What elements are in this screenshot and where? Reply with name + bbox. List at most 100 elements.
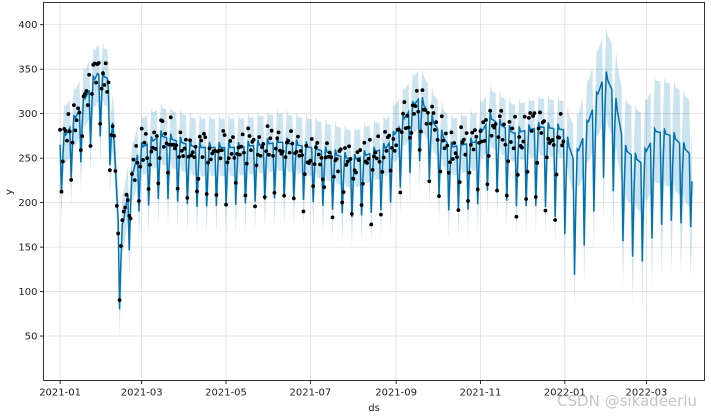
observed-point bbox=[533, 195, 538, 199]
observed-point bbox=[94, 80, 98, 85]
observed-point bbox=[163, 131, 168, 136]
observed-point bbox=[381, 155, 386, 160]
observed-point bbox=[107, 168, 112, 172]
observed-point bbox=[156, 181, 161, 186]
observed-point bbox=[239, 144, 244, 149]
observed-point bbox=[399, 130, 404, 135]
observed-point bbox=[468, 142, 473, 147]
observed-point bbox=[427, 179, 432, 184]
observed-point bbox=[85, 103, 90, 107]
y-tick-label: 400 bbox=[18, 20, 37, 31]
observed-point bbox=[343, 146, 347, 150]
observed-point bbox=[493, 122, 498, 126]
y-tick-label: 50 bbox=[25, 332, 38, 343]
observed-point bbox=[262, 195, 267, 200]
observed-point bbox=[232, 155, 237, 160]
observed-point bbox=[103, 61, 108, 66]
observed-point bbox=[380, 169, 385, 174]
observed-point bbox=[134, 144, 139, 148]
observed-point bbox=[561, 139, 566, 144]
observed-point bbox=[492, 125, 497, 130]
observed-point bbox=[237, 152, 242, 157]
observed-point bbox=[243, 193, 248, 198]
observed-point bbox=[283, 155, 288, 159]
observed-point bbox=[417, 148, 422, 152]
observed-point bbox=[66, 112, 71, 116]
observed-point bbox=[409, 130, 414, 135]
observed-point bbox=[426, 110, 430, 115]
observed-point bbox=[506, 159, 511, 164]
observed-point bbox=[528, 111, 533, 115]
observed-point bbox=[366, 156, 371, 161]
observed-point bbox=[405, 113, 410, 118]
observed-point bbox=[177, 155, 181, 159]
observed-point bbox=[172, 146, 177, 151]
observed-point bbox=[500, 137, 505, 142]
observed-point bbox=[340, 200, 345, 205]
y-tick-label: 200 bbox=[18, 198, 37, 209]
observed-point bbox=[515, 172, 520, 177]
observed-point bbox=[272, 190, 277, 195]
observed-point bbox=[369, 222, 374, 227]
observed-point bbox=[444, 131, 448, 136]
observed-point bbox=[188, 138, 192, 143]
observed-point bbox=[510, 126, 515, 131]
uncertainty-band bbox=[60, 26, 693, 338]
x-tick-label: 2021-07 bbox=[289, 388, 331, 399]
x-tick-label: 2021-09 bbox=[375, 388, 417, 399]
observed-point bbox=[73, 128, 78, 133]
observed-point bbox=[141, 158, 145, 162]
observed-point bbox=[224, 202, 228, 207]
observed-point bbox=[531, 114, 535, 118]
observed-point bbox=[463, 152, 468, 157]
observed-point bbox=[264, 149, 269, 154]
observed-point bbox=[349, 212, 354, 216]
observed-point bbox=[535, 160, 540, 165]
observed-point bbox=[182, 146, 187, 151]
observed-point bbox=[546, 136, 551, 141]
y-tick-label: 350 bbox=[18, 65, 37, 76]
observed-point bbox=[495, 188, 499, 193]
observed-point bbox=[431, 111, 436, 115]
observed-point bbox=[200, 155, 205, 160]
x-tick-label: 2022-01 bbox=[544, 388, 586, 399]
observed-point bbox=[70, 140, 75, 145]
observed-point bbox=[362, 140, 367, 145]
observed-point bbox=[420, 88, 425, 93]
observed-point bbox=[137, 199, 141, 203]
observed-point bbox=[319, 156, 324, 160]
observed-point bbox=[467, 170, 472, 175]
observed-point bbox=[302, 172, 307, 177]
observed-point bbox=[502, 122, 506, 127]
observed-point bbox=[416, 109, 421, 114]
observed-point bbox=[67, 129, 72, 134]
observed-point bbox=[261, 141, 266, 146]
observed-point bbox=[542, 119, 546, 124]
observed-point bbox=[87, 72, 92, 77]
observed-point bbox=[268, 136, 273, 141]
observed-point bbox=[525, 169, 530, 174]
observed-point bbox=[453, 151, 458, 156]
x-tick-label: 2022-03 bbox=[626, 388, 668, 399]
observed-point bbox=[424, 121, 429, 126]
observed-point bbox=[517, 135, 522, 139]
observed-point bbox=[553, 218, 558, 222]
observed-point bbox=[225, 160, 230, 165]
observed-point bbox=[466, 199, 470, 203]
observed-points-layer bbox=[58, 61, 566, 303]
observed-point bbox=[392, 148, 397, 153]
observed-point bbox=[497, 114, 502, 119]
observed-point bbox=[249, 148, 253, 153]
y-axis-label: y bbox=[4, 189, 15, 195]
observed-point bbox=[514, 214, 519, 219]
observed-point bbox=[154, 134, 159, 138]
observed-point bbox=[557, 135, 562, 140]
observed-point bbox=[214, 193, 219, 197]
observed-point bbox=[355, 150, 360, 155]
observed-point bbox=[370, 168, 375, 172]
observed-point bbox=[96, 61, 101, 65]
x-axis-label: ds bbox=[368, 403, 380, 414]
observed-point bbox=[271, 153, 275, 158]
observed-point bbox=[499, 108, 504, 113]
